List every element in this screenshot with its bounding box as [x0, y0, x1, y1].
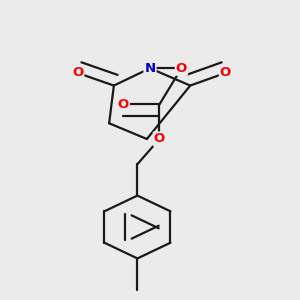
Text: O: O: [176, 62, 187, 75]
Text: O: O: [72, 67, 83, 80]
Text: O: O: [220, 67, 231, 80]
Text: O: O: [154, 133, 165, 146]
Text: N: N: [144, 62, 156, 75]
Text: O: O: [118, 98, 129, 111]
